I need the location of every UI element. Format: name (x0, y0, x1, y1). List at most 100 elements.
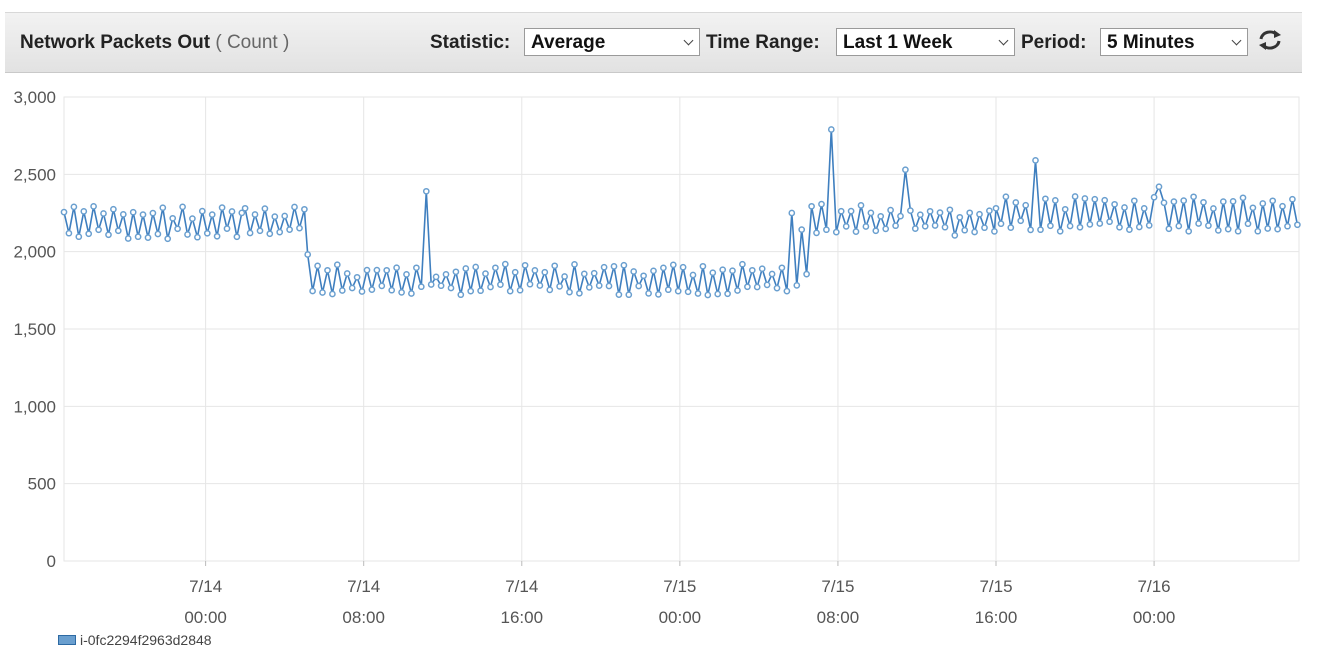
series-point (1096, 220, 1104, 227)
series-point (319, 289, 326, 296)
series-point (447, 284, 455, 292)
series-point (60, 208, 68, 216)
series-point (1061, 205, 1069, 213)
line-chart: 0 500 1,000 1,500 2,000 2,500 3,000 7/14 00:00 7/… (13, 88, 1301, 627)
series-point (561, 273, 568, 280)
series-point (1185, 227, 1193, 235)
series-point (1002, 193, 1010, 201)
refresh-button[interactable] (1255, 27, 1285, 53)
series-point (615, 291, 623, 298)
series-point (80, 208, 88, 215)
series-point (902, 166, 909, 174)
series-point (1007, 224, 1015, 231)
series-point (862, 223, 870, 230)
series-point (129, 208, 137, 216)
series-point (660, 264, 667, 272)
series-point (393, 264, 400, 272)
series-point (635, 282, 643, 290)
series-point (208, 211, 216, 218)
series-point (487, 283, 494, 291)
series-point (1027, 226, 1034, 234)
series-point (926, 207, 934, 215)
chevron-down-icon (683, 35, 694, 46)
period-label: Period: (1021, 32, 1087, 53)
series-point (961, 226, 969, 234)
series-point (788, 209, 796, 217)
series-point (669, 261, 677, 269)
series-point (823, 226, 830, 234)
series-point (842, 223, 850, 230)
series-point (467, 287, 475, 295)
y-tick-label: 3,000 (13, 88, 56, 107)
series-point (1284, 222, 1291, 230)
series-point (492, 264, 499, 272)
series-point (709, 269, 717, 277)
x-tick-time: 16:00 (975, 608, 1018, 627)
legend-label: i-0fc2294f2963d2848 (80, 632, 212, 648)
series-point (897, 212, 904, 220)
series-point (516, 286, 524, 294)
series-point (110, 205, 117, 213)
series-point (198, 207, 206, 215)
series-point (1190, 193, 1197, 201)
series-point (373, 266, 381, 274)
statistic-select[interactable]: Average (524, 28, 700, 56)
series-point (867, 209, 875, 217)
series-point (442, 271, 450, 278)
series-point (1130, 197, 1138, 205)
series-point (571, 261, 578, 268)
series-point (803, 270, 810, 278)
time-range-select[interactable]: Last 1 Week (836, 28, 1015, 56)
series-point (808, 202, 815, 210)
x-tick-date: 7/14 (505, 577, 538, 596)
series-point (432, 273, 440, 281)
series-point (276, 228, 284, 236)
series-point (976, 210, 983, 218)
series-point (1254, 227, 1262, 235)
series-point (1160, 199, 1168, 207)
series-point (286, 226, 293, 233)
series-point (194, 233, 201, 241)
series-point (1091, 195, 1099, 203)
series-point (203, 229, 211, 237)
series-point (1195, 220, 1202, 227)
series-point (90, 203, 97, 210)
series-point (1106, 218, 1113, 226)
series-point (164, 235, 172, 243)
series-point (457, 291, 465, 299)
series-point (936, 209, 944, 216)
metric-name: Network Packets Out (20, 32, 211, 53)
series-point (333, 261, 341, 269)
legend: i-0fc2294f2963d2848 (58, 632, 212, 648)
series-point (679, 263, 687, 271)
x-tick-time: 08:00 (817, 608, 860, 627)
series-point (768, 270, 776, 278)
series-point (1145, 222, 1153, 229)
series-point (169, 214, 177, 222)
series-point (521, 261, 529, 269)
x-tick-date: 7/15 (663, 577, 696, 596)
series-point (1081, 195, 1089, 202)
series-point (997, 220, 1005, 228)
series-point (610, 263, 618, 270)
series-point (1116, 223, 1123, 231)
series-point (343, 270, 351, 277)
series-point (966, 209, 974, 217)
series-point (1135, 223, 1143, 231)
series-point (184, 231, 191, 238)
series-point (753, 283, 761, 291)
time-range-label: Time Range: (706, 32, 820, 53)
series-point (1012, 199, 1020, 206)
series-point (1170, 198, 1178, 205)
series-point (778, 264, 786, 272)
series-point (1200, 198, 1207, 206)
period-select[interactable]: 5 Minutes (1100, 28, 1248, 56)
series-point (75, 233, 83, 241)
series-point (159, 204, 167, 212)
series-point (1205, 222, 1212, 229)
series-point (556, 283, 563, 290)
series-point (585, 284, 593, 291)
series-point (729, 267, 736, 275)
series-point (911, 225, 919, 232)
series-point (348, 284, 356, 292)
